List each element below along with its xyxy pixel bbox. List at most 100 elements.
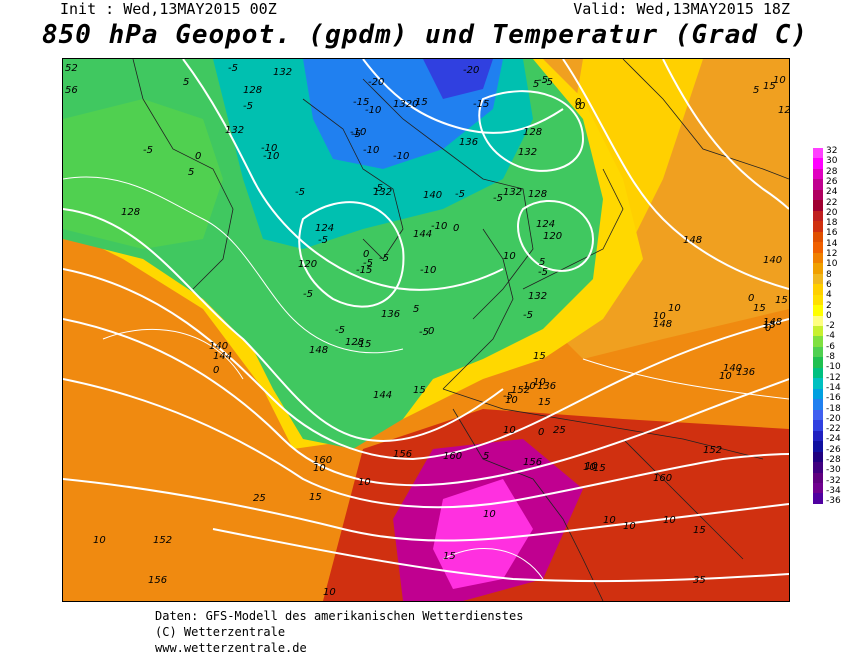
contour-label: -10: [363, 145, 379, 156]
contour-label: 136: [537, 381, 556, 392]
contour-label: 10: [503, 251, 516, 262]
color-scale-swatch: [813, 483, 823, 494]
color-scale-swatch: [813, 399, 823, 410]
contour-label: 10: [358, 477, 371, 488]
contour-label: 15: [309, 492, 322, 503]
contour-label: 15: [593, 463, 606, 474]
contour-label: 5: [188, 167, 194, 178]
contour-label: 10: [533, 377, 546, 388]
contour-label: -10: [263, 151, 279, 162]
contour-label: 128: [243, 85, 262, 96]
contour-label: 136: [459, 137, 478, 148]
contour-label: -15: [355, 339, 371, 350]
contour-label: 140: [763, 255, 782, 266]
color-scale-tick-label: 2: [826, 300, 832, 311]
color-scale-tick-label: -14: [826, 382, 841, 393]
color-scale-tick-label: -32: [826, 475, 841, 486]
contour-label: 5: [413, 304, 419, 315]
contour-label: -20: [463, 65, 479, 76]
color-scale-swatch: [813, 441, 823, 452]
contour-label: 10: [323, 587, 336, 598]
contour-label: 132: [373, 187, 392, 198]
contour-label: -5: [243, 101, 253, 112]
contour-label: 120: [543, 231, 562, 242]
contour-label: 0: [538, 427, 544, 438]
contour-label: 10: [93, 535, 106, 546]
contour-label: 132: [273, 67, 292, 78]
color-scale-tick-label: -34: [826, 485, 841, 496]
contour-label: 15: [413, 385, 426, 396]
contour-label: 148: [309, 345, 328, 356]
contour-label: 35: [693, 575, 706, 586]
temperature-isolines: [63, 176, 789, 580]
contour-label: 128: [121, 207, 140, 218]
contour-label: 0: [213, 365, 219, 376]
color-scale-tick-label: -16: [826, 393, 841, 404]
contour-label: 132: [225, 125, 244, 136]
color-scale-tick-label: -8: [826, 352, 835, 362]
color-scale-swatch: [813, 472, 823, 483]
contour-label: 0: [195, 151, 201, 162]
color-scale-swatch: [813, 378, 823, 389]
contour-label: -20: [368, 77, 384, 88]
contour-label: -15: [356, 265, 372, 276]
color-scale-swatch: [813, 273, 823, 285]
color-scale-swatch: [813, 388, 823, 400]
color-scale-tick-label: 26: [826, 176, 838, 187]
color-scale-swatch: [813, 200, 823, 211]
contour-label: 1320: [393, 99, 418, 110]
contour-label: 56: [65, 85, 78, 96]
color-scale-tick-label: -24: [826, 434, 841, 445]
contour-label: 10: [523, 381, 536, 392]
contour-label: 10: [313, 463, 326, 474]
contour-label: 152: [511, 385, 530, 396]
contour-label: 144: [373, 390, 392, 401]
color-scale-swatch: [813, 168, 823, 180]
contour-label: 0: [575, 101, 581, 112]
contour-label: 136: [736, 367, 755, 378]
contour-label: 0: [428, 326, 434, 337]
color-scale-swatch: [813, 158, 823, 169]
contour-label: 15: [533, 351, 546, 362]
contour-label: -5: [318, 235, 328, 246]
color-scale-tick-label: 4: [826, 290, 832, 301]
color-scale-tick-label: -20: [826, 413, 841, 424]
contour-label: 148: [683, 235, 702, 246]
contour-label: 160: [313, 455, 332, 466]
contour-label: 10: [653, 311, 666, 322]
map-title: 850 hPa Geopot. (gpdm) und Temperatur (G…: [41, 20, 809, 50]
contour-label: -5: [455, 189, 465, 200]
contour-label: 10: [603, 515, 616, 526]
contour-label: 124: [315, 223, 334, 234]
color-scale-swatch: [813, 336, 823, 347]
color-scale-swatch: [813, 284, 823, 295]
contour-label: 128: [523, 127, 542, 138]
contour-label: 128: [778, 105, 789, 116]
credit-website[interactable]: www.wetterzentrale.de: [155, 641, 307, 655]
temperature-field-coldest: [423, 59, 493, 99]
color-scale-tick-label: -10: [826, 362, 841, 373]
color-scale-tick-label: 32: [826, 146, 838, 156]
contour-label: 124: [536, 219, 555, 230]
color-scale-swatch: [813, 221, 823, 232]
init-time: Init : Wed,13MAY2015 00Z: [60, 0, 277, 18]
contour-label: 10: [719, 371, 732, 382]
contour-label: 132: [503, 187, 522, 198]
color-scale-tick-label: 18: [826, 218, 838, 229]
contour-label: -5: [335, 325, 345, 336]
contour-label: 132: [518, 147, 537, 158]
contour-label: 0: [363, 249, 369, 260]
color-scale-tick-label: -2: [826, 321, 835, 332]
contour-label: 25: [253, 493, 266, 504]
coastlines: [132, 59, 789, 601]
color-scale: [813, 148, 823, 504]
color-scale-swatch: [813, 252, 823, 264]
contour-label: 120: [298, 259, 317, 270]
contour-label: 148: [653, 319, 672, 330]
contour-label: 0: [765, 323, 771, 334]
color-scale-tick-label: 30: [826, 156, 838, 167]
color-scale-tick-label: 16: [826, 228, 838, 239]
contour-label: 128: [345, 337, 364, 348]
color-scale-swatch: [813, 242, 823, 253]
color-scale-tick-label: -28: [826, 455, 841, 465]
